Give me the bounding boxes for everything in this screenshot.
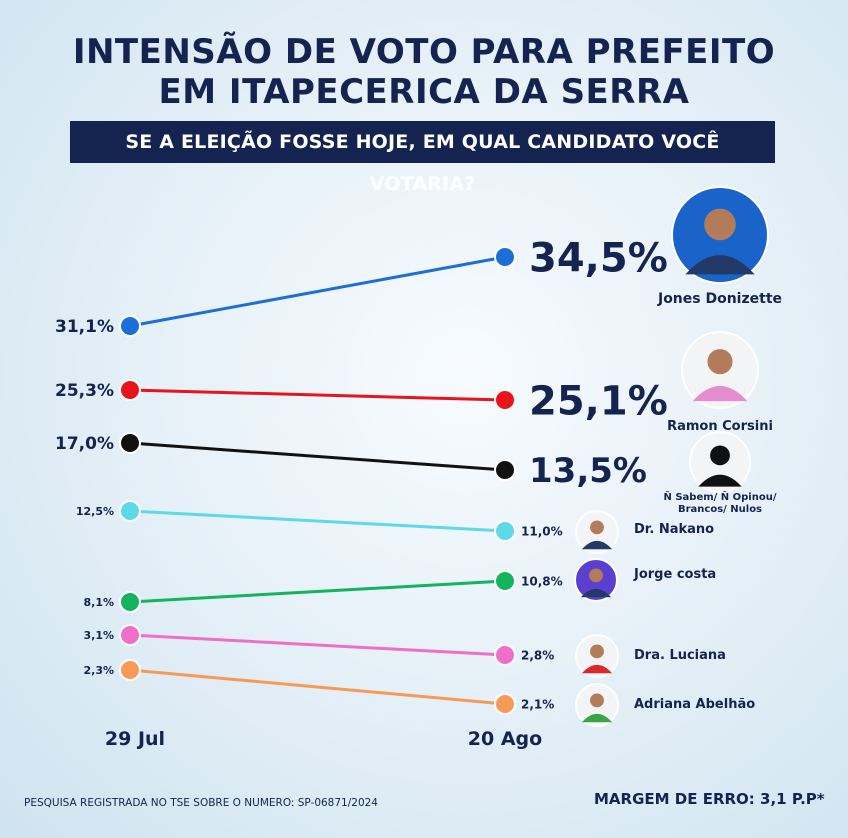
data-label-29jul: 8,1% xyxy=(83,596,114,609)
chart-title-line2: EM ITAPECERICA DA SERRA xyxy=(158,72,690,112)
x-tick-20ago: 20 Ago xyxy=(468,728,542,750)
series-name: Ñ Sabem/ Ñ Opinou/Brancos/ Nulos xyxy=(664,490,777,515)
data-label-29jul: 31,1% xyxy=(55,317,114,337)
point-29jul xyxy=(119,379,141,401)
point-29jul xyxy=(119,315,141,337)
person-photo-icon xyxy=(671,186,769,284)
series-5: 3,1% 2,8% Dra. Luciana xyxy=(83,624,726,678)
chart-subtitle: SE A ELEIÇÃO FOSSE HOJE, EM QUAL CANDIDA… xyxy=(70,121,775,195)
person-photo-icon xyxy=(574,558,618,602)
series-name: Dra. Luciana xyxy=(634,648,726,663)
person-photo-icon xyxy=(575,510,619,554)
point-20ago xyxy=(494,246,516,268)
registration-note: PESQUISA REGISTRADA NO TSE SOBRE O NUMER… xyxy=(24,797,378,809)
point-29jul xyxy=(119,500,141,522)
data-label-29jul: 12,5% xyxy=(76,505,114,518)
point-20ago xyxy=(494,459,516,481)
series-line xyxy=(129,509,506,533)
series-line xyxy=(129,633,506,657)
chart-title-line1: INTENSÃO DE VOTO PARA PREFEITO xyxy=(72,32,776,72)
data-label-29jul: 25,3% xyxy=(55,381,114,401)
point-29jul xyxy=(119,591,141,613)
series-line xyxy=(129,255,506,328)
series-3: 12,5% 11,0% Dr. Nakano xyxy=(76,500,714,554)
series-name: Adriana Abelhão xyxy=(634,697,755,712)
point-29jul xyxy=(119,624,141,646)
x-tick-29jul: 29 Jul xyxy=(105,728,165,750)
point-20ago xyxy=(494,693,516,715)
point-20ago xyxy=(494,570,516,592)
series-name: Jones Donizette xyxy=(657,291,782,307)
series-6: 2,3% 2,1% Adriana Abelhão xyxy=(83,659,755,727)
point-29jul xyxy=(119,432,141,454)
data-label-29jul: 2,3% xyxy=(83,664,114,677)
series-2: 17,0% 13,5% Ñ Sabem/ Ñ Opinou/Brancos/ Nul… xyxy=(55,431,777,515)
person-photo-icon xyxy=(681,331,759,409)
data-label-20ago: 25,1% xyxy=(529,378,668,424)
series-line xyxy=(129,668,506,706)
point-29jul xyxy=(119,659,141,681)
person-photo-icon xyxy=(575,634,619,678)
series-name: Jorge costa xyxy=(633,567,716,582)
error-margin: MARGEM DE ERRO: 3,1 P.P* xyxy=(594,790,825,808)
data-label-20ago: 34,5% xyxy=(529,235,668,281)
series-line xyxy=(129,441,506,472)
series-1: 25,3% 25,1%Ramon Corsini xyxy=(55,331,773,434)
series-name: Ramon Corsini xyxy=(667,419,773,434)
data-label-20ago: 2,8% xyxy=(521,648,554,662)
data-label-29jul: 17,0% xyxy=(55,434,114,454)
series-4: 8,1% 10,8% Jorge costa xyxy=(83,558,716,613)
series-line xyxy=(129,579,506,604)
series-name: Dr. Nakano xyxy=(634,522,714,537)
data-label-20ago: 2,1% xyxy=(521,697,554,711)
point-20ago xyxy=(494,644,516,666)
data-label-29jul: 3,1% xyxy=(83,629,114,642)
point-20ago xyxy=(494,389,516,411)
data-label-20ago: 11,0% xyxy=(521,524,563,538)
point-20ago xyxy=(494,520,516,542)
series-line xyxy=(129,388,506,402)
silhouette-icon xyxy=(689,431,751,493)
person-photo-icon xyxy=(575,683,619,727)
data-label-20ago: 10,8% xyxy=(521,574,563,588)
data-label-20ago: 13,5% xyxy=(529,451,647,491)
series-0: 31,1% 34,5% Jones Donizette xyxy=(55,186,782,337)
